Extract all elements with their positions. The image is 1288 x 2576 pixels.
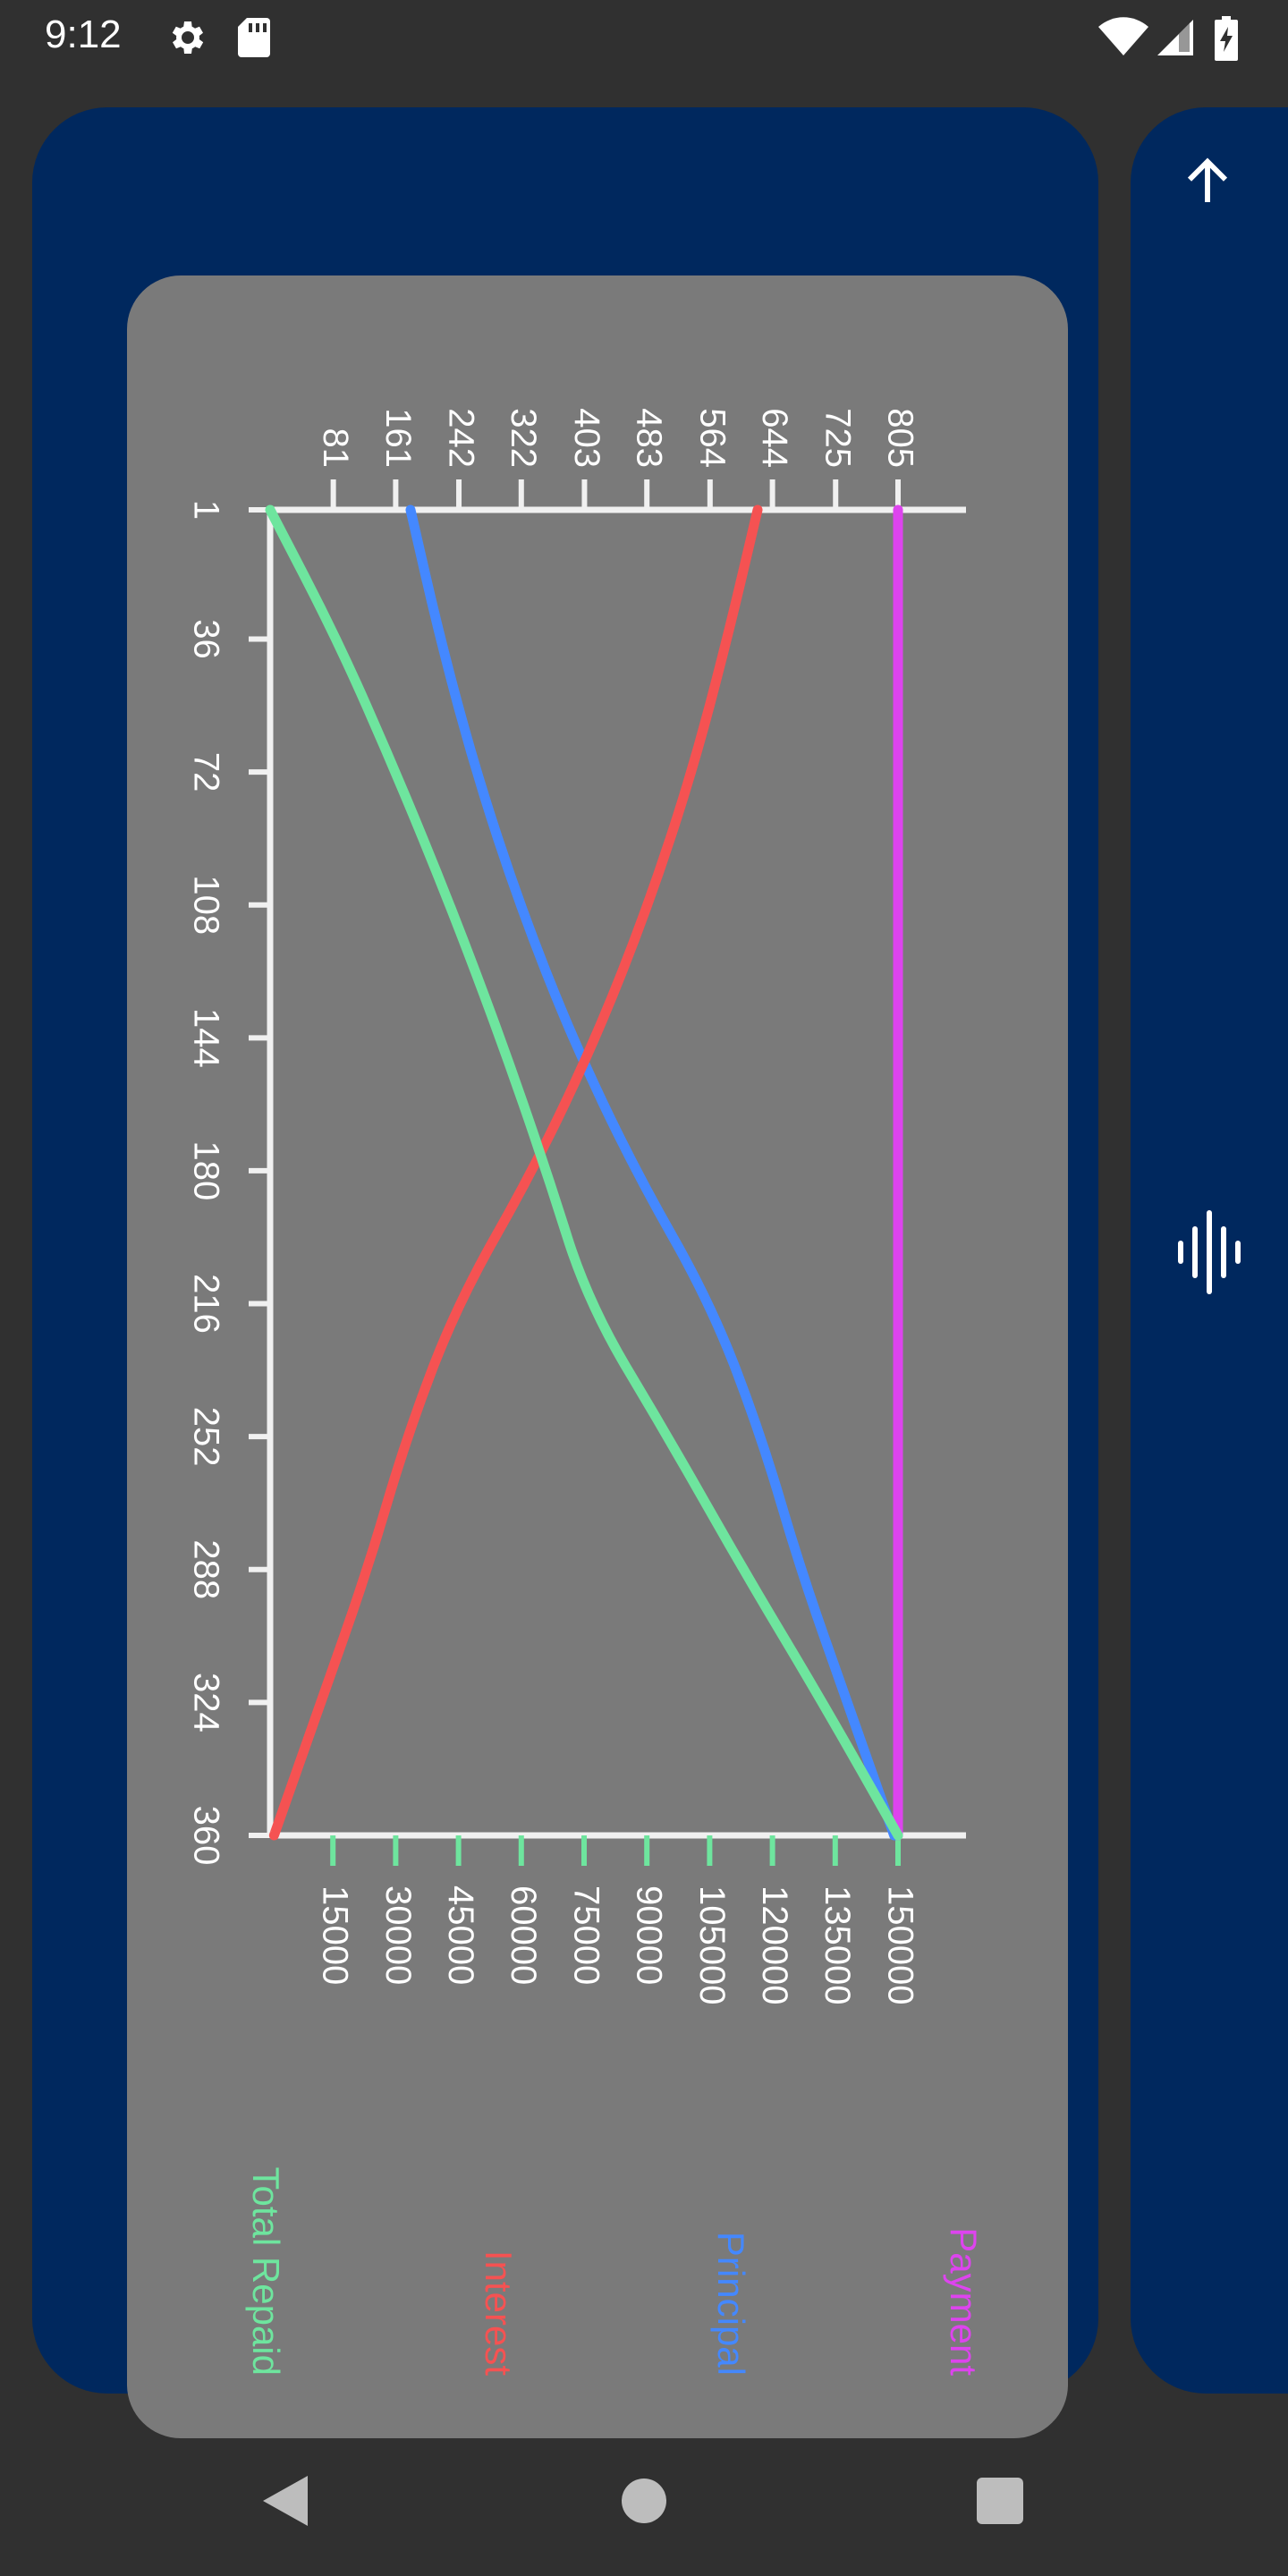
payment-tick-label: 81: [316, 428, 355, 469]
amount-tick-label: 75000: [566, 1885, 606, 1985]
payment-tick-label: 644: [755, 408, 794, 468]
month-tick-label: 1: [186, 500, 225, 520]
status-bar: 9:12: [0, 0, 1288, 77]
payment-tick-label: 322: [504, 408, 543, 468]
recents-icon[interactable]: [977, 2478, 1023, 2524]
amount-tick-label: 60000: [504, 1885, 543, 1985]
legend-interest: Interest: [478, 2250, 520, 2376]
month-tick-label: 144: [186, 1008, 225, 1068]
amount-tick-label: 15000: [316, 1885, 355, 1985]
nav-bar: [0, 2415, 1288, 2576]
amount-tick-label: 150000: [880, 1885, 919, 2004]
interest-series-line: [268, 504, 763, 1841]
amount-tick-label: 135000: [818, 1885, 857, 2004]
chart-card: 1 36 72 108 144 180 216 252 288 324 360 81 161 242 322…: [32, 107, 1098, 2438]
month-tick-label: 216: [186, 1274, 225, 1334]
month-tick-label: 180: [186, 1141, 225, 1201]
payment-tick-label: 805: [880, 408, 919, 468]
total-repaid-series-line: [265, 504, 903, 1841]
amortization-chart: 1 36 72 108 144 180 216 252 288 324 360 81 161 242 322…: [186, 408, 985, 2376]
month-tick-label: 252: [186, 1407, 225, 1467]
legend-payment: Payment: [943, 2227, 985, 2376]
month-tick-label: 288: [186, 1539, 225, 1599]
home-icon[interactable]: [621, 2478, 667, 2524]
amount-tick-label: 120000: [755, 1885, 794, 2004]
gear-icon: [172, 21, 204, 54]
legend-total-repaid: Total Repaid: [245, 2167, 287, 2376]
wifi-icon: [1098, 17, 1148, 55]
month-tick-label: 324: [186, 1673, 225, 1733]
arrow-up-icon[interactable]: [1179, 152, 1236, 209]
amount-tick-label: 45000: [441, 1885, 480, 1985]
battery-charging-icon: [1215, 16, 1238, 61]
legend-principal: Principal: [710, 2232, 752, 2376]
status-time: 9:12: [45, 13, 122, 56]
back-icon[interactable]: [259, 2474, 309, 2528]
payment-tick-label: 161: [378, 408, 418, 468]
month-tick-label: 36: [186, 619, 225, 659]
amount-tick-label: 105000: [692, 1885, 732, 2004]
payment-tick-label: 725: [818, 408, 858, 468]
payment-tick-label: 242: [441, 408, 480, 468]
month-tick-label: 108: [186, 875, 225, 935]
amount-tick-label: 30000: [378, 1885, 418, 1985]
cell-signal-icon: [1157, 20, 1193, 55]
amount-tick-label: 90000: [630, 1885, 669, 1985]
payment-tick-label: 403: [567, 408, 606, 468]
principal-series-line: [405, 504, 900, 1841]
payment-tick-label: 564: [692, 408, 732, 468]
chart-panel: 1 36 72 108 144 180 216 252 288 324 360 81 161 242 322…: [127, 275, 1068, 2438]
side-card: [1131, 107, 1288, 2394]
waveform-icon[interactable]: [1175, 1208, 1247, 1297]
month-tick-label: 72: [186, 752, 225, 792]
sd-card-icon: [238, 18, 270, 57]
payment-tick-label: 483: [630, 408, 669, 468]
month-tick-label: 360: [186, 1806, 225, 1866]
